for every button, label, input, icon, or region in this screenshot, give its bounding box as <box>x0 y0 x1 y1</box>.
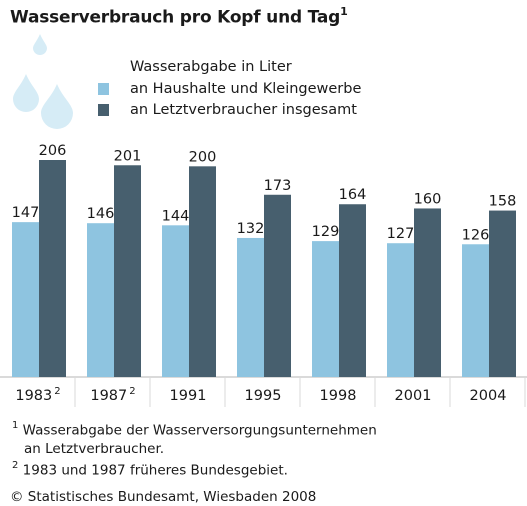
legend-swatch-total <box>98 104 109 116</box>
water-drop-icon <box>13 74 39 112</box>
data-label-households-1998: 129 <box>312 224 340 240</box>
x-tick-label-1998: 1998 <box>320 388 357 404</box>
legend-swatch-households <box>98 83 109 95</box>
data-label-total-1991: 200 <box>189 149 217 165</box>
water-drop-icon <box>41 84 73 129</box>
x-tick-label-1983: 1983 2 <box>15 386 60 404</box>
data-label-households-1987: 146 <box>87 206 115 222</box>
x-tick-label-2001: 2001 <box>395 388 432 404</box>
data-label-total-1987: 201 <box>114 148 142 164</box>
bar-households-1991 <box>162 225 189 377</box>
water-drop-icon <box>33 34 47 55</box>
chart-title: Wasserverbrauch pro Kopf und Tag1 <box>10 5 348 28</box>
legend-label-households: an Haushalte und Kleingewerbe <box>130 81 362 97</box>
title-footnote-mark: 1 <box>340 5 348 18</box>
bar-households-1987 <box>87 223 114 377</box>
bar-total-2004 <box>489 210 516 377</box>
legend-item-households: an Haushalte und Kleingewerbe <box>98 81 361 97</box>
footnote-2-mark: 2 <box>12 460 19 471</box>
data-label-total-2001: 160 <box>414 191 442 207</box>
bar-total-1991 <box>189 166 216 377</box>
data-label-households-2004: 126 <box>462 227 490 243</box>
footnote-2: 2 1983 und 1987 früheres Bundesgebiet. <box>12 458 288 480</box>
bar-total-1995 <box>264 194 291 377</box>
bar-households-2001 <box>387 243 414 377</box>
data-label-total-1998: 164 <box>339 187 367 203</box>
footnote-1-line-1: Wasserabgabe der Wasserversorgungsuntern… <box>22 422 377 439</box>
x-tick-label-1991: 1991 <box>170 388 207 404</box>
x-tick-label-2004: 2004 <box>470 388 507 404</box>
bar-total-2001 <box>414 208 441 377</box>
bar-households-1983 <box>12 222 39 377</box>
water-drops-decoration <box>13 34 73 129</box>
x-tick-footnote-mark: 2 <box>54 386 60 397</box>
legend-item-total: an Letztverbraucher insgesamt <box>98 102 357 118</box>
bar-households-1998 <box>312 241 339 377</box>
bar-households-1995 <box>237 237 264 377</box>
legend-heading: Wasserabgabe in Liter <box>130 59 292 75</box>
footnote-1-line-2: an Letztverbraucher. <box>24 440 165 457</box>
data-label-households-2001: 127 <box>387 226 415 242</box>
bar-total-1998 <box>339 204 366 377</box>
data-label-total-1995: 173 <box>264 178 292 194</box>
bar-households-2004 <box>462 244 489 377</box>
data-label-households-1995: 132 <box>237 221 265 237</box>
footnote-2-line-1: 1983 und 1987 früheres Bundesgebiet. <box>22 462 288 479</box>
copyright-notice: © Statistisches Bundesamt, Wiesbaden 200… <box>10 489 317 505</box>
legend-label-total: an Letztverbraucher insgesamt <box>130 102 357 118</box>
bar-total-1987 <box>114 165 141 377</box>
x-tick-footnote-mark: 2 <box>129 386 135 397</box>
footnote-1-mark: 1 <box>12 420 19 431</box>
data-label-total-2004: 158 <box>489 194 517 210</box>
x-tick-label-1987: 1987 2 <box>90 386 135 404</box>
data-label-households-1991: 144 <box>162 208 190 224</box>
data-label-households-1983: 147 <box>12 205 40 221</box>
data-label-total-1983: 206 <box>39 143 67 159</box>
bar-total-1983 <box>39 160 66 377</box>
footnote-1: 1 Wasserabgabe der Wasserversorgungsunte… <box>12 418 377 458</box>
x-tick-label-1995: 1995 <box>245 388 282 404</box>
